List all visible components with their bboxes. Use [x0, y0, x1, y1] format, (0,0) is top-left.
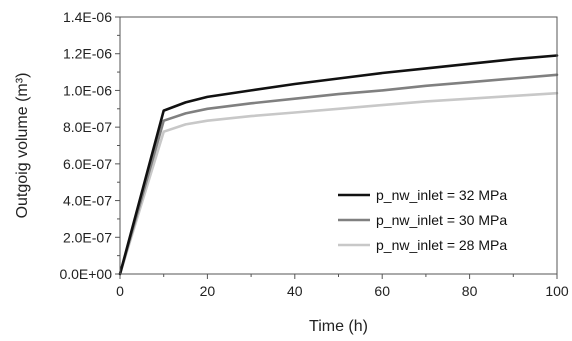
y-tick-label: 6.0E-07	[63, 156, 112, 172]
y-axis-ticks: 0.0E+00 2.0E-07 4.0E-07 6.0E-07 8.0E-07 1.0E-…	[59, 9, 120, 282]
x-tick-label: 40	[287, 283, 303, 299]
y-tick-label: 8.0E-07	[63, 119, 112, 135]
series-line	[118, 73, 559, 276]
x-tick-label: 100	[545, 283, 569, 299]
x-tick-label: 0	[116, 283, 124, 299]
plot-area-frame	[119, 16, 558, 275]
y-tick-label: 1.2E-06	[63, 46, 112, 62]
legend-label: p_nw_inlet = 28 MPa	[376, 237, 507, 253]
series-line	[118, 54, 559, 276]
y-tick-label: 1.0E-06	[63, 82, 112, 98]
series-lines	[118, 54, 559, 276]
x-axis-title: Time (h)	[309, 318, 368, 335]
legend-label: p_nw_inlet = 30 MPa	[376, 212, 507, 228]
x-axis-ticks: 0 20 40 60 80 100	[116, 274, 569, 299]
x-tick-label: 60	[374, 283, 390, 299]
y-tick-label: 1.4E-06	[63, 9, 112, 25]
legend-label: p_nw_inlet = 32 MPa	[376, 187, 507, 203]
series-line	[118, 91, 559, 276]
y-tick-label: 2.0E-07	[63, 229, 112, 245]
x-tick-label: 80	[462, 283, 478, 299]
legend: p_nw_inlet = 32 MPa p_nw_inlet = 30 MPa p_…	[338, 187, 507, 253]
y-axis-title: Outgoig volume (m³)	[14, 73, 31, 219]
y-tick-label: 0.0E+00	[59, 266, 112, 282]
y-tick-label: 4.0E-07	[63, 193, 112, 209]
x-tick-label: 20	[200, 283, 216, 299]
